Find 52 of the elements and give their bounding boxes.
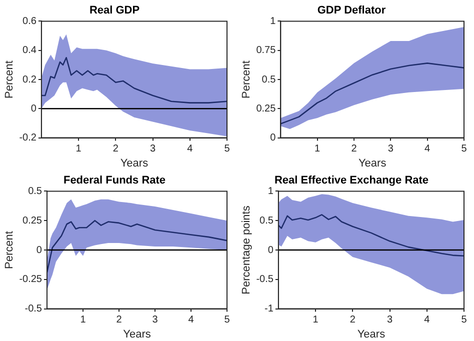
y-tick-label: -1	[264, 304, 274, 315]
x-tick-label: 2	[112, 144, 119, 155]
x-tick-label: 2	[351, 144, 358, 155]
x-tick-label: 3	[150, 144, 156, 155]
y-tick-label: 0	[268, 244, 274, 256]
x-tick-label: 4	[188, 314, 194, 326]
x-tick-label: 5	[461, 314, 468, 326]
x-axis-title: Years	[358, 157, 387, 170]
x-axis-title: Years	[120, 157, 149, 170]
y-tick-label: -0.25	[19, 274, 42, 286]
x-axis-title: Years	[123, 328, 152, 340]
x-tick-label: 2	[116, 314, 122, 326]
y-axis-title: Percent	[4, 231, 16, 269]
x-tick-label: 5	[224, 144, 230, 155]
x-tick-label: 4	[187, 144, 194, 155]
x-tick-label: 3	[388, 144, 394, 155]
x-tick-label: 2	[350, 314, 356, 326]
y-tick-label: -0.5	[24, 304, 42, 315]
y-tick-label: 0.75	[256, 45, 276, 56]
x-tick-label: 4	[424, 144, 431, 155]
x-tick-label: 5	[461, 144, 468, 155]
y-tick-label: 0.25	[22, 215, 42, 226]
chart-title: Federal Funds Rate	[63, 174, 166, 187]
y-tick-label: 0	[30, 103, 37, 114]
x-tick-label: 1	[76, 144, 82, 155]
chart-title: Real Effective Exchange Rate	[274, 174, 429, 187]
y-tick-label: 0	[270, 132, 276, 144]
y-tick-label: 0.2	[22, 74, 37, 86]
x-tick-label: 1	[314, 144, 321, 155]
y-tick-label: 1	[270, 16, 276, 27]
y-tick-label: 0.4	[22, 45, 37, 56]
x-tick-label: 3	[386, 314, 393, 326]
y-tick-label: 0.25	[256, 103, 276, 114]
y-axis-title: Percent	[240, 60, 253, 98]
x-tick-label: 1	[312, 314, 319, 326]
y-tick-label: 0.5	[260, 215, 274, 226]
x-tick-label: 4	[424, 314, 430, 326]
y-axis-title: Percent	[4, 60, 16, 98]
y-tick-label: 0.5	[28, 186, 42, 197]
y-tick-label: 0.6	[22, 16, 37, 27]
x-tick-label: 5	[224, 314, 230, 326]
x-tick-label: 3	[152, 314, 158, 326]
chart-title: GDP Deflator	[317, 4, 386, 17]
chart-title: Real GDP	[89, 4, 140, 17]
y-tick-label: 0.5	[262, 74, 276, 86]
y-tick-label: -0.5	[256, 274, 274, 286]
x-axis-title: Years	[357, 328, 386, 340]
y-axis-title: Percentage points	[240, 205, 253, 294]
x-tick-label: 1	[80, 314, 86, 326]
y-tick-label: -0.2	[19, 132, 37, 144]
y-tick-label: 0	[36, 244, 42, 256]
y-tick-label: 1	[268, 186, 274, 197]
